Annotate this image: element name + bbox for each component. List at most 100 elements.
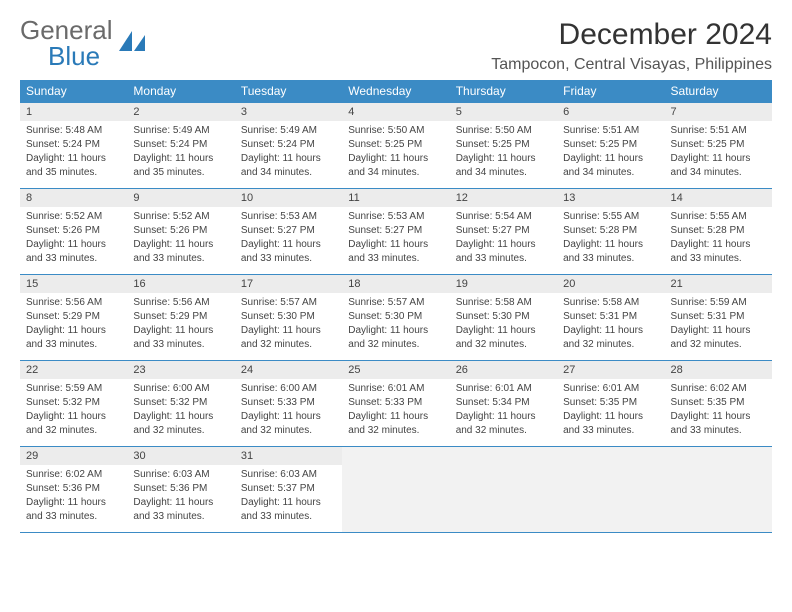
sunrise-text: Sunrise: 5:58 AM bbox=[563, 296, 658, 309]
day-number: 21 bbox=[665, 275, 772, 293]
day-number: 2 bbox=[127, 103, 234, 121]
daylight-text: and 33 minutes. bbox=[348, 252, 443, 265]
sunset-text: Sunset: 5:27 PM bbox=[348, 224, 443, 237]
calendar-cell: 26Sunrise: 6:01 AMSunset: 5:34 PMDayligh… bbox=[450, 361, 557, 447]
daylight-text: Daylight: 11 hours bbox=[671, 410, 766, 423]
day-details: Sunrise: 5:53 AMSunset: 5:27 PMDaylight:… bbox=[342, 207, 449, 270]
daylight-text: Daylight: 11 hours bbox=[456, 410, 551, 423]
daylight-text: Daylight: 11 hours bbox=[348, 410, 443, 423]
sunset-text: Sunset: 5:27 PM bbox=[456, 224, 551, 237]
daylight-text: and 34 minutes. bbox=[563, 166, 658, 179]
daylight-text: Daylight: 11 hours bbox=[563, 410, 658, 423]
header: General Blue December 2024 Tampocon, Cen… bbox=[20, 18, 772, 74]
day-details: Sunrise: 6:01 AMSunset: 5:34 PMDaylight:… bbox=[450, 379, 557, 442]
calendar-cell: 23Sunrise: 6:00 AMSunset: 5:32 PMDayligh… bbox=[127, 361, 234, 447]
sunset-text: Sunset: 5:37 PM bbox=[241, 482, 336, 495]
day-number: 22 bbox=[20, 361, 127, 379]
weekday-header: Saturday bbox=[665, 80, 772, 103]
sunrise-text: Sunrise: 5:53 AM bbox=[241, 210, 336, 223]
daylight-text: and 33 minutes. bbox=[241, 510, 336, 523]
day-number: 23 bbox=[127, 361, 234, 379]
day-number: 24 bbox=[235, 361, 342, 379]
sunset-text: Sunset: 5:28 PM bbox=[671, 224, 766, 237]
sunrise-text: Sunrise: 5:50 AM bbox=[348, 124, 443, 137]
day-details: Sunrise: 5:53 AMSunset: 5:27 PMDaylight:… bbox=[235, 207, 342, 270]
sunrise-text: Sunrise: 5:59 AM bbox=[26, 382, 121, 395]
calendar-cell: 8Sunrise: 5:52 AMSunset: 5:26 PMDaylight… bbox=[20, 189, 127, 275]
day-details: Sunrise: 5:50 AMSunset: 5:25 PMDaylight:… bbox=[342, 121, 449, 184]
daylight-text: and 35 minutes. bbox=[26, 166, 121, 179]
calendar-cell: 5Sunrise: 5:50 AMSunset: 5:25 PMDaylight… bbox=[450, 103, 557, 189]
day-details: Sunrise: 5:51 AMSunset: 5:25 PMDaylight:… bbox=[665, 121, 772, 184]
day-number: 14 bbox=[665, 189, 772, 207]
title-block: December 2024 Tampocon, Central Visayas,… bbox=[491, 18, 772, 74]
sunrise-text: Sunrise: 5:59 AM bbox=[671, 296, 766, 309]
sunrise-text: Sunrise: 5:53 AM bbox=[348, 210, 443, 223]
sunrise-text: Sunrise: 5:48 AM bbox=[26, 124, 121, 137]
daylight-text: and 33 minutes. bbox=[671, 252, 766, 265]
sunset-text: Sunset: 5:31 PM bbox=[563, 310, 658, 323]
sunset-text: Sunset: 5:32 PM bbox=[133, 396, 228, 409]
sunrise-text: Sunrise: 5:57 AM bbox=[241, 296, 336, 309]
logo: General Blue bbox=[20, 18, 147, 70]
sunset-text: Sunset: 5:26 PM bbox=[26, 224, 121, 237]
calendar-cell: 1Sunrise: 5:48 AMSunset: 5:24 PMDaylight… bbox=[20, 103, 127, 189]
daylight-text: and 32 minutes. bbox=[241, 424, 336, 437]
day-details: Sunrise: 6:01 AMSunset: 5:33 PMDaylight:… bbox=[342, 379, 449, 442]
weekday-header: Friday bbox=[557, 80, 664, 103]
sunset-text: Sunset: 5:30 PM bbox=[241, 310, 336, 323]
sunrise-text: Sunrise: 6:03 AM bbox=[133, 468, 228, 481]
sunset-text: Sunset: 5:24 PM bbox=[26, 138, 121, 151]
day-number: 18 bbox=[342, 275, 449, 293]
day-details: Sunrise: 5:49 AMSunset: 5:24 PMDaylight:… bbox=[127, 121, 234, 184]
sunrise-text: Sunrise: 5:55 AM bbox=[563, 210, 658, 223]
sunset-text: Sunset: 5:31 PM bbox=[671, 310, 766, 323]
calendar-cell: 13Sunrise: 5:55 AMSunset: 5:28 PMDayligh… bbox=[557, 189, 664, 275]
sunrise-text: Sunrise: 5:56 AM bbox=[133, 296, 228, 309]
daylight-text: Daylight: 11 hours bbox=[133, 410, 228, 423]
weekday-header: Monday bbox=[127, 80, 234, 103]
day-details: Sunrise: 6:02 AMSunset: 5:35 PMDaylight:… bbox=[665, 379, 772, 442]
sunrise-text: Sunrise: 6:01 AM bbox=[456, 382, 551, 395]
day-number: 3 bbox=[235, 103, 342, 121]
daylight-text: and 32 minutes. bbox=[671, 338, 766, 351]
calendar-row: 22Sunrise: 5:59 AMSunset: 5:32 PMDayligh… bbox=[20, 361, 772, 447]
day-number: 27 bbox=[557, 361, 664, 379]
daylight-text: and 32 minutes. bbox=[241, 338, 336, 351]
sunrise-text: Sunrise: 5:49 AM bbox=[241, 124, 336, 137]
calendar-cell: 20Sunrise: 5:58 AMSunset: 5:31 PMDayligh… bbox=[557, 275, 664, 361]
sunset-text: Sunset: 5:29 PM bbox=[26, 310, 121, 323]
day-details: Sunrise: 5:52 AMSunset: 5:26 PMDaylight:… bbox=[20, 207, 127, 270]
location-text: Tampocon, Central Visayas, Philippines bbox=[491, 56, 772, 74]
day-number: 11 bbox=[342, 189, 449, 207]
calendar-cell: 4Sunrise: 5:50 AMSunset: 5:25 PMDaylight… bbox=[342, 103, 449, 189]
daylight-text: Daylight: 11 hours bbox=[241, 238, 336, 251]
day-number: 17 bbox=[235, 275, 342, 293]
calendar-cell: 10Sunrise: 5:53 AMSunset: 5:27 PMDayligh… bbox=[235, 189, 342, 275]
day-number: 29 bbox=[20, 447, 127, 465]
sunset-text: Sunset: 5:25 PM bbox=[671, 138, 766, 151]
sunrise-text: Sunrise: 6:01 AM bbox=[348, 382, 443, 395]
day-number: 4 bbox=[342, 103, 449, 121]
daylight-text: and 32 minutes. bbox=[348, 424, 443, 437]
daylight-text: Daylight: 11 hours bbox=[133, 496, 228, 509]
calendar-cell: 18Sunrise: 5:57 AMSunset: 5:30 PMDayligh… bbox=[342, 275, 449, 361]
day-details: Sunrise: 5:57 AMSunset: 5:30 PMDaylight:… bbox=[235, 293, 342, 356]
sunset-text: Sunset: 5:32 PM bbox=[26, 396, 121, 409]
day-details: Sunrise: 5:56 AMSunset: 5:29 PMDaylight:… bbox=[20, 293, 127, 356]
day-number: 10 bbox=[235, 189, 342, 207]
daylight-text: Daylight: 11 hours bbox=[133, 324, 228, 337]
calendar-cell: 19Sunrise: 5:58 AMSunset: 5:30 PMDayligh… bbox=[450, 275, 557, 361]
daylight-text: and 33 minutes. bbox=[26, 510, 121, 523]
daylight-text: and 32 minutes. bbox=[348, 338, 443, 351]
calendar-cell: 24Sunrise: 6:00 AMSunset: 5:33 PMDayligh… bbox=[235, 361, 342, 447]
daylight-text: Daylight: 11 hours bbox=[456, 238, 551, 251]
daylight-text: and 33 minutes. bbox=[133, 510, 228, 523]
daylight-text: and 33 minutes. bbox=[563, 424, 658, 437]
daylight-text: Daylight: 11 hours bbox=[133, 238, 228, 251]
sunset-text: Sunset: 5:33 PM bbox=[241, 396, 336, 409]
weekday-header-row: SundayMondayTuesdayWednesdayThursdayFrid… bbox=[20, 80, 772, 103]
day-number: 19 bbox=[450, 275, 557, 293]
daylight-text: and 34 minutes. bbox=[348, 166, 443, 179]
day-details: Sunrise: 5:52 AMSunset: 5:26 PMDaylight:… bbox=[127, 207, 234, 270]
